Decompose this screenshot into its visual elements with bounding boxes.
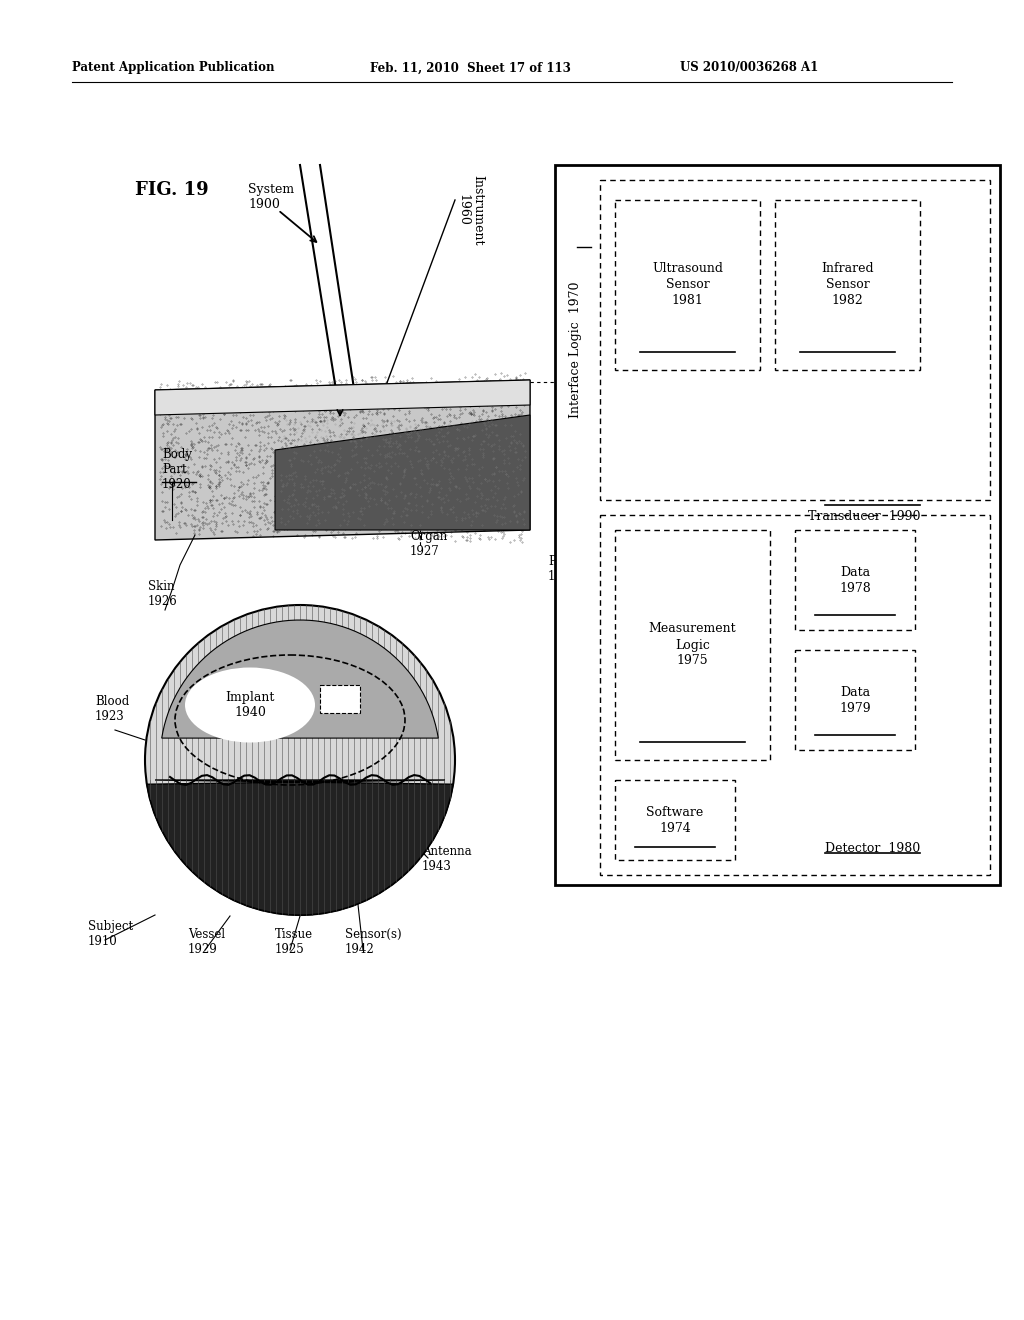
Text: Vessel
1929: Vessel 1929 — [188, 928, 225, 956]
Text: Implant
1940: Implant 1940 — [225, 690, 274, 719]
Polygon shape — [155, 380, 530, 540]
Ellipse shape — [185, 668, 315, 742]
FancyBboxPatch shape — [600, 515, 990, 875]
Text: Body
Part
1920: Body Part 1920 — [162, 447, 193, 491]
FancyBboxPatch shape — [615, 531, 770, 760]
FancyBboxPatch shape — [795, 531, 915, 630]
FancyBboxPatch shape — [555, 165, 1000, 884]
Polygon shape — [146, 780, 453, 915]
FancyBboxPatch shape — [615, 780, 735, 861]
Text: Blood
1923: Blood 1923 — [95, 696, 129, 723]
Text: Infrared
Sensor
1982: Infrared Sensor 1982 — [821, 263, 873, 308]
Text: Antenna
1943: Antenna 1943 — [422, 845, 472, 873]
Text: Tissue
1925: Tissue 1925 — [275, 928, 313, 956]
Polygon shape — [275, 414, 530, 531]
Text: Organ
1927: Organ 1927 — [410, 531, 447, 558]
Text: Skin
1926: Skin 1926 — [148, 579, 178, 609]
FancyBboxPatch shape — [775, 201, 920, 370]
FancyBboxPatch shape — [600, 180, 990, 500]
Circle shape — [145, 605, 455, 915]
Text: Sensor(s)
1942: Sensor(s) 1942 — [345, 928, 401, 956]
Text: Detector  1980: Detector 1980 — [824, 842, 920, 855]
Text: Instrument
1960: Instrument 1960 — [456, 176, 484, 246]
Text: Path
1945: Path 1945 — [548, 554, 578, 583]
Text: Transducer  1990: Transducer 1990 — [808, 510, 920, 523]
Text: Subject
1910: Subject 1910 — [88, 920, 133, 948]
FancyBboxPatch shape — [615, 201, 760, 370]
Text: Interface Logic  1970: Interface Logic 1970 — [569, 281, 582, 418]
Text: FIG. 19: FIG. 19 — [135, 181, 209, 199]
Text: Data
1978: Data 1978 — [839, 565, 870, 594]
Text: Measurement
Logic
1975: Measurement Logic 1975 — [648, 623, 736, 668]
Text: Patent Application Publication: Patent Application Publication — [72, 62, 274, 74]
Text: Software
1974: Software 1974 — [646, 805, 703, 834]
Polygon shape — [155, 380, 530, 414]
Text: Feb. 11, 2010  Sheet 17 of 113: Feb. 11, 2010 Sheet 17 of 113 — [370, 62, 570, 74]
Text: Data
1979: Data 1979 — [840, 685, 870, 714]
Text: Ultrasound
Sensor
1981: Ultrasound Sensor 1981 — [652, 263, 723, 308]
Text: System
1900: System 1900 — [248, 183, 294, 211]
Text: US 2010/0036268 A1: US 2010/0036268 A1 — [680, 62, 818, 74]
FancyBboxPatch shape — [319, 685, 360, 713]
Polygon shape — [162, 620, 438, 738]
FancyBboxPatch shape — [795, 649, 915, 750]
